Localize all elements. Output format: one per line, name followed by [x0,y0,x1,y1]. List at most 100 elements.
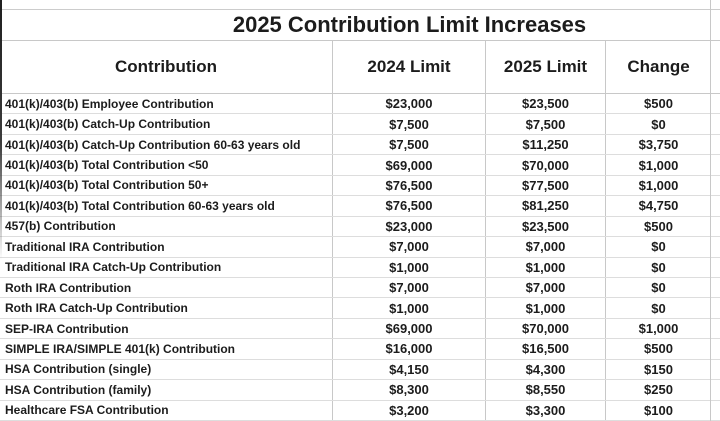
row-label-cell: SEP-IRA Contribution [5,321,129,336]
change-cell: $500 [605,339,711,359]
change-cell: $0 [605,237,711,257]
change-cell: $250 [605,380,711,400]
limit-2025-cell: $70,000 [485,155,605,175]
row-label-cell: 401(k)/403(b) Catch-Up Contribution [5,117,211,132]
limit-2025-cell: $77,500 [485,175,605,196]
row-filler [711,380,720,399]
row-filler [711,298,720,317]
change-cell: $4,750 [605,196,711,216]
limit-2024-cell: $7,000 [332,237,485,257]
change-cell: $500 [605,216,711,237]
limit-2024-cell: $7,500 [332,134,485,155]
table-row: HSA Contribution (family) $8,300 $8,550 … [0,380,720,401]
table-row: 401(k)/403(b) Total Contribution 50+ $76… [0,175,720,197]
limit-2025-cell: $8,550 [485,380,605,400]
limit-2025-cell: $7,500 [485,114,605,134]
limit-2024-cell: $23,000 [332,216,485,237]
limit-2024-cell: $69,000 [332,155,485,175]
table-header-row: Contribution 2024 Limit 2025 Limit Chang… [0,41,720,94]
row-filler [711,339,720,358]
limit-2024-cell: $16,000 [332,339,485,359]
row-label-cell: Roth IRA Catch-Up Contribution [5,301,188,316]
row-label-cell: 401(k)/403(b) Employee Contribution [5,96,214,111]
limit-2024-cell: $76,500 [332,196,485,216]
limit-2025-cell: $7,000 [485,237,605,257]
change-cell: $3,750 [605,134,711,155]
row-filler [711,135,720,154]
limit-2025-cell: $7,000 [485,277,605,298]
table-row: Healthcare FSA Contribution $3,200 $3,30… [0,400,720,421]
row-label-cell: 401(k)/403(b) Total Contribution <50 [5,158,209,173]
limit-2025-cell: $4,300 [485,359,605,380]
column-header-2024-limit: 2024 Limit [332,41,485,93]
table-row: HSA Contribution (single) $4,150 $4,300 … [0,359,720,381]
row-filler [711,176,720,195]
row-filler [711,114,720,133]
limit-2024-cell: $8,300 [332,380,485,400]
row-filler [711,217,720,236]
table-row: SIMPLE IRA/SIMPLE 401(k) Contribution $1… [0,339,720,360]
header-filler [711,41,720,93]
row-filler [711,319,720,338]
column-header-contribution: Contribution [115,57,217,76]
table-row: Traditional IRA Contribution $7,000 $7,0… [0,237,720,258]
table-row: 401(k)/403(b) Employee Contribution $23,… [0,94,720,115]
limit-2025-cell: $23,500 [485,216,605,237]
change-cell: $1,000 [605,318,711,339]
row-filler [711,278,720,297]
change-cell: $1,000 [605,155,711,175]
table-row: 401(k)/403(b) Catch-Up Contribution 60-6… [0,134,720,156]
row-filler [711,196,720,215]
change-cell: $1,000 [605,175,711,196]
row-label-cell: Traditional IRA Contribution [5,239,165,254]
row-filler [711,94,720,113]
row-label-cell: 401(k)/403(b) Total Contribution 50+ [5,178,209,193]
row-filler [711,237,720,256]
limit-2024-cell: $1,000 [332,257,485,277]
limit-2025-cell: $16,500 [485,339,605,359]
limit-2025-cell: $3,300 [485,400,605,420]
left-edge-artifact [0,0,2,260]
change-cell: $0 [605,257,711,277]
limit-2025-cell: $81,250 [485,196,605,216]
limit-2025-cell: $1,000 [485,257,605,277]
limit-2025-cell: $23,500 [485,94,605,114]
row-filler [711,155,720,174]
table-row: Traditional IRA Catch-Up Contribution $1… [0,257,720,278]
limit-2024-cell: $23,000 [332,94,485,114]
column-header-change: Change [605,41,711,93]
column-header-2025-limit: 2025 Limit [485,41,605,93]
row-label-cell: 401(k)/403(b) Catch-Up Contribution 60-6… [5,137,301,152]
change-cell: $150 [605,359,711,380]
table-row: SEP-IRA Contribution $69,000 $70,000 $1,… [0,318,720,340]
table-row: 457(b) Contribution $23,000 $23,500 $500 [0,216,720,238]
limit-2024-cell: $7,000 [332,277,485,298]
limit-2024-cell: $4,150 [332,359,485,380]
limit-2024-cell: $7,500 [332,114,485,134]
row-label-cell: Roth IRA Contribution [5,280,132,295]
row-filler [711,258,720,277]
table-row: Roth IRA Contribution $7,000 $7,000 $0 [0,277,720,299]
change-cell: $0 [605,298,711,318]
change-cell: $100 [605,400,711,420]
row-filler [711,401,720,420]
change-cell: $0 [605,277,711,298]
row-label-cell: HSA Contribution (single) [5,362,152,377]
page-title: 2025 Contribution Limit Increases [232,12,587,37]
right-grid-line [710,0,711,421]
row-filler [711,360,720,379]
limit-2024-cell: $76,500 [332,175,485,196]
table-row: Roth IRA Catch-Up Contribution $1,000 $1… [0,298,720,319]
table-body: 401(k)/403(b) Employee Contribution $23,… [0,94,720,421]
row-label-cell: SIMPLE IRA/SIMPLE 401(k) Contribution [5,341,236,356]
row-label-cell: 457(b) Contribution [5,219,116,234]
row-label-cell: Traditional IRA Catch-Up Contribution [5,260,222,275]
row-label-cell: HSA Contribution (family) [5,382,152,397]
limit-2024-cell: $1,000 [332,298,485,318]
row-label-cell: 401(k)/403(b) Total Contribution 60-63 y… [5,198,275,213]
table-row: 401(k)/403(b) Total Contribution 60-63 y… [0,196,720,217]
title-row: 2025 Contribution Limit Increases [0,10,720,41]
row-label-cell: Healthcare FSA Contribution [5,403,169,418]
limit-2024-cell: $69,000 [332,318,485,339]
